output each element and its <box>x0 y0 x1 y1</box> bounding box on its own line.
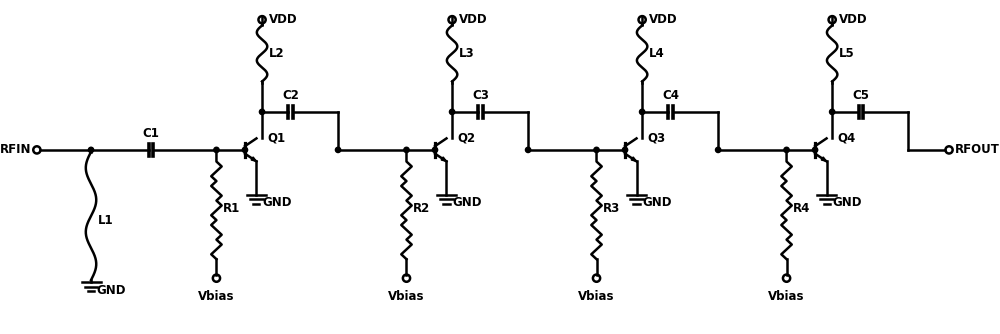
Text: GND: GND <box>97 284 126 297</box>
Text: R1: R1 <box>223 202 240 215</box>
Polygon shape <box>821 157 827 161</box>
Text: Q4: Q4 <box>838 131 856 144</box>
Text: GND: GND <box>832 195 862 208</box>
Text: L4: L4 <box>649 47 665 60</box>
Circle shape <box>88 147 94 153</box>
Circle shape <box>715 147 721 153</box>
Circle shape <box>242 147 248 153</box>
Polygon shape <box>251 157 256 161</box>
Circle shape <box>594 147 599 153</box>
Text: C2: C2 <box>282 89 299 102</box>
Text: Vbias: Vbias <box>578 290 615 303</box>
Text: L1: L1 <box>98 214 113 227</box>
Circle shape <box>812 147 818 153</box>
Text: L3: L3 <box>459 47 474 60</box>
Text: L2: L2 <box>269 47 284 60</box>
Circle shape <box>335 147 341 153</box>
Circle shape <box>622 147 628 153</box>
Text: Vbias: Vbias <box>388 290 425 303</box>
Circle shape <box>404 147 409 153</box>
Text: R3: R3 <box>603 202 620 215</box>
Text: Q2: Q2 <box>458 131 476 144</box>
Text: Q3: Q3 <box>648 131 666 144</box>
Circle shape <box>449 109 455 115</box>
Circle shape <box>432 147 438 153</box>
Text: GND: GND <box>642 195 672 208</box>
Text: R2: R2 <box>413 202 430 215</box>
Text: Vbias: Vbias <box>198 290 235 303</box>
Text: L5: L5 <box>839 47 855 60</box>
Circle shape <box>214 147 219 153</box>
Text: VDD: VDD <box>649 13 677 26</box>
Polygon shape <box>441 157 446 161</box>
Polygon shape <box>631 157 637 161</box>
Circle shape <box>830 109 835 115</box>
Text: VDD: VDD <box>839 13 867 26</box>
Text: C1: C1 <box>142 127 159 140</box>
Circle shape <box>259 109 265 115</box>
Text: GND: GND <box>262 195 292 208</box>
Text: VDD: VDD <box>459 13 487 26</box>
Circle shape <box>525 147 531 153</box>
Text: RFOUT: RFOUT <box>955 143 1000 156</box>
Text: Q1: Q1 <box>268 131 286 144</box>
Text: VDD: VDD <box>269 13 297 26</box>
Text: C3: C3 <box>472 89 489 102</box>
Text: GND: GND <box>452 195 482 208</box>
Text: RFIN: RFIN <box>0 143 31 156</box>
Text: R4: R4 <box>793 202 811 215</box>
Text: C4: C4 <box>662 89 679 102</box>
Text: Vbias: Vbias <box>768 290 805 303</box>
Circle shape <box>639 109 645 115</box>
Circle shape <box>784 147 789 153</box>
Text: C5: C5 <box>852 89 869 102</box>
